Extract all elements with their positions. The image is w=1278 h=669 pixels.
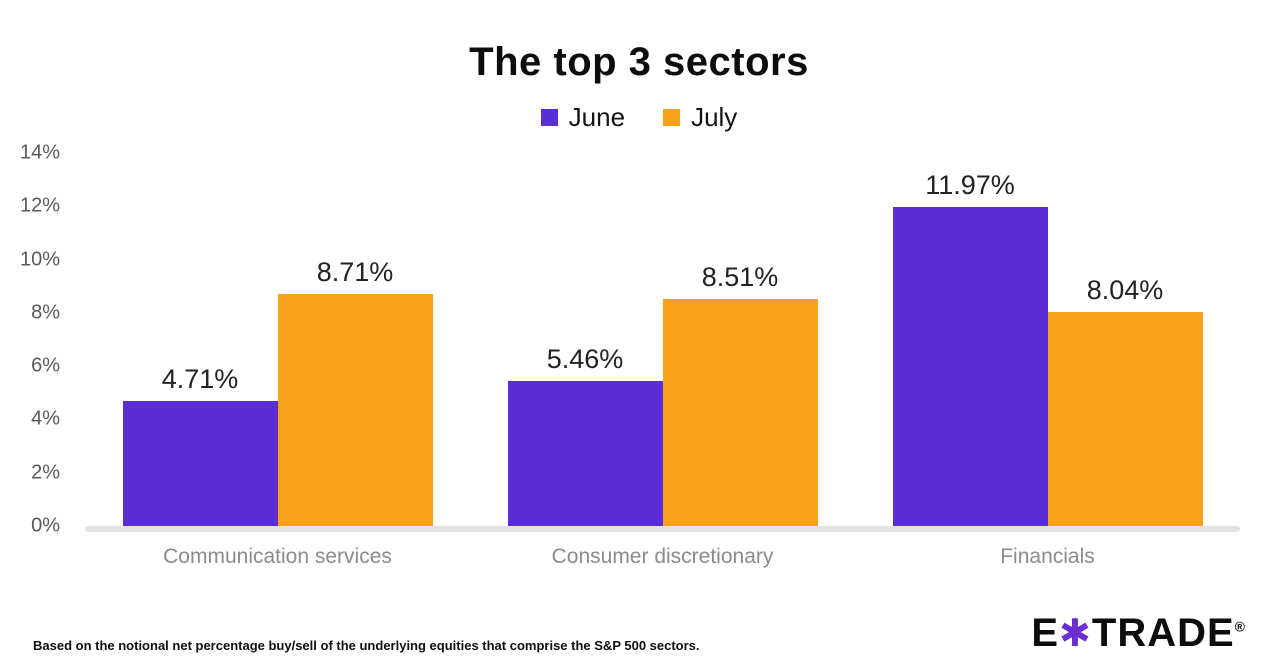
- bar-group: 5.46% 8.51%: [507, 153, 818, 526]
- etrade-logo: E✱TRADE®: [1031, 613, 1245, 653]
- logo-text-e: E: [1031, 611, 1060, 655]
- june-bar: [507, 380, 663, 526]
- value-label: 4.71%: [161, 363, 239, 394]
- y-tick-label: 10%: [19, 248, 60, 271]
- bar-group: 11.97% 8.04%: [892, 153, 1203, 526]
- legend-swatch-june: [540, 108, 558, 126]
- june-bar-wrap: 4.71%: [122, 153, 278, 526]
- value-label: 5.46%: [546, 343, 624, 374]
- june-bar: [122, 400, 278, 526]
- legend: June July: [0, 99, 1278, 135]
- asterisk-icon: ✱: [1059, 613, 1092, 655]
- july-bar-wrap: 8.04%: [1047, 153, 1203, 526]
- bars-row: 4.71% 8.71% 5.46% 8.51% 11.97% 8.04%: [85, 153, 1240, 526]
- value-label: 11.97%: [925, 170, 1015, 201]
- category-label: Consumer discretionary: [551, 545, 774, 568]
- legend-item-june: June: [540, 101, 626, 133]
- legend-item-july: July: [663, 102, 737, 133]
- footnote: Based on the notional net percentage buy…: [33, 638, 700, 653]
- y-tick-label: 6%: [31, 354, 60, 377]
- bar-group: 4.71% 8.71%: [122, 153, 433, 526]
- july-bar: [277, 293, 433, 526]
- june-bar: [892, 207, 1048, 526]
- july-bar-wrap: 8.71%: [277, 153, 433, 526]
- y-tick-label: 14%: [19, 141, 60, 164]
- category-labels-row: Communication services Consumer discretio…: [85, 545, 1240, 569]
- july-bar: [1047, 311, 1203, 526]
- y-tick-label: 8%: [31, 301, 60, 324]
- legend-swatch-july: [663, 108, 681, 126]
- footer: Based on the notional net percentage buy…: [0, 613, 1278, 669]
- value-label: 8.71%: [316, 256, 394, 287]
- legend-label: June: [568, 101, 626, 132]
- category-label: Financials: [1000, 545, 1095, 568]
- y-tick-label: 4%: [31, 407, 60, 430]
- july-bar-wrap: 8.51%: [662, 153, 818, 526]
- y-axis: 0% 2% 4% 6% 8% 10% 12% 14%: [0, 142, 85, 537]
- june-bar-wrap: 11.97%: [892, 153, 1048, 526]
- category-label: Communication services: [163, 545, 392, 568]
- chart-title: The top 3 sectors: [469, 40, 809, 84]
- registered-mark: ®: [1234, 618, 1245, 635]
- value-label: 8.51%: [701, 262, 779, 293]
- june-bar-wrap: 5.46%: [507, 153, 663, 526]
- y-tick-label: 12%: [19, 194, 60, 217]
- chart-area: 0% 2% 4% 6% 8% 10% 12% 14% 4.71% 8.71% 5.46% 8.51%…: [0, 142, 1278, 569]
- plot-area: 4.71% 8.71% 5.46% 8.51% 11.97% 8.04% Communic…: [85, 153, 1240, 569]
- legend-label: July: [691, 101, 738, 132]
- july-bar: [662, 299, 818, 526]
- x-axis-baseline: [85, 526, 1240, 532]
- y-tick-label: 2%: [31, 461, 60, 484]
- logo-text-trade: TRADE: [1091, 611, 1235, 655]
- y-tick-label: 0%: [31, 514, 60, 537]
- value-label: 8.04%: [1086, 274, 1164, 305]
